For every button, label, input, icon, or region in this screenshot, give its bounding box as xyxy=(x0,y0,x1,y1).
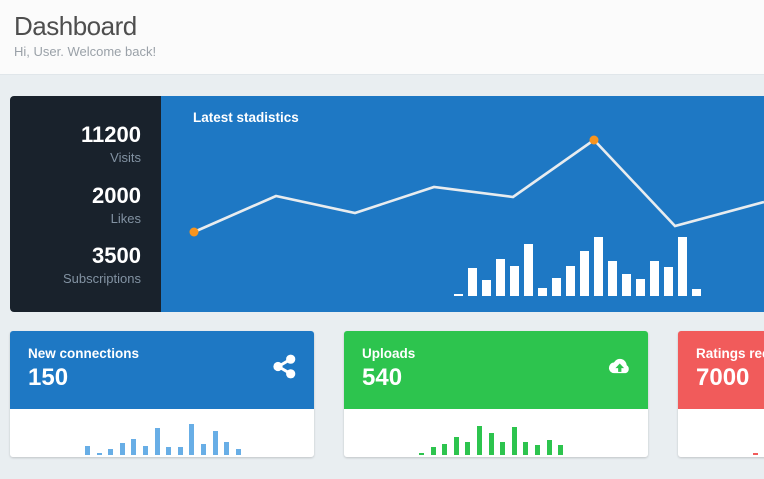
panel-bar xyxy=(678,237,687,296)
sparkline-bar xyxy=(419,453,424,455)
card-uploads: Uploads 540 xyxy=(344,331,648,457)
card-new-connections-header: New connections 150 xyxy=(10,331,314,409)
card-value: 540 xyxy=(362,364,403,391)
panel-bar xyxy=(538,288,547,296)
share-icon xyxy=(273,354,296,379)
sparkline-bar xyxy=(108,449,114,455)
panel-bar xyxy=(650,261,659,296)
sparkline-bar xyxy=(154,428,160,455)
card-ratings-header: Ratings received 7000 xyxy=(678,331,764,409)
panel-bar xyxy=(510,266,519,296)
sparkline-bar xyxy=(523,442,529,455)
panel-bar xyxy=(636,279,645,296)
card-value: 150 xyxy=(28,364,69,391)
panel-bar xyxy=(608,261,617,296)
stat-subscriptions: 3500 Subscriptions xyxy=(10,243,161,286)
sparkline-bar xyxy=(453,437,459,455)
panel-bar xyxy=(524,244,533,296)
panel-bar xyxy=(496,259,505,296)
visits-label: Visits xyxy=(110,149,141,165)
chart-title: Latest stadistics xyxy=(193,110,299,125)
sparkline-bar xyxy=(535,445,540,455)
latest-statistics-chart-panel: Latest stadistics xyxy=(161,96,764,312)
sparkline-bar xyxy=(201,444,206,455)
sparkline-bar xyxy=(488,433,494,455)
likes-value: 2000 xyxy=(92,182,141,208)
page-title: Dashboard xyxy=(14,11,137,41)
sparkline-bar xyxy=(177,447,183,455)
card-label: Uploads xyxy=(362,346,416,361)
sparkline-bar xyxy=(430,447,436,455)
panel-bar xyxy=(552,278,561,296)
card-ratings-received: Ratings received 7000 xyxy=(678,331,764,457)
stats-summary-panel: 11200 Visits 2000 Likes 3500 Subscriptio… xyxy=(10,96,161,312)
sparkline-bar xyxy=(511,427,517,455)
card-label: New connections xyxy=(28,346,140,361)
statistics-panel-row: 11200 Visits 2000 Likes 3500 Subscriptio… xyxy=(10,96,764,312)
line-series xyxy=(193,138,764,234)
likes-label: Likes xyxy=(110,210,141,226)
panel-bar xyxy=(594,237,603,296)
sparkline-bar xyxy=(442,444,448,455)
sparkline-bar xyxy=(558,445,564,455)
sparkline-bar xyxy=(131,439,137,455)
panel-bar xyxy=(468,268,477,296)
sparkline-bar xyxy=(235,449,241,455)
card-value: 7000 xyxy=(696,364,750,391)
card-sparkline-uploads xyxy=(344,409,648,457)
cloud-upload-icon xyxy=(608,358,629,374)
panel-bar xyxy=(622,274,631,296)
page-header: Dashboard Hi, User. Welcome back! xyxy=(0,0,764,75)
line-marker-dot xyxy=(589,135,599,145)
panel-bar xyxy=(566,266,575,296)
mini-bar-chart xyxy=(161,96,764,312)
line-chart xyxy=(189,135,764,237)
page-subtitle: Hi, User. Welcome back! xyxy=(14,44,157,59)
line-marker-dot xyxy=(189,227,199,237)
stat-cards-row: New connections 150 Uploads 540 xyxy=(10,331,764,457)
sparkline-bar xyxy=(189,424,195,455)
stat-likes: 2000 Likes xyxy=(10,183,161,226)
sparkline-bar xyxy=(546,440,552,455)
card-label: Ratings received xyxy=(696,346,764,361)
card-new-connections: New connections 150 xyxy=(10,331,314,457)
sparkline-bar xyxy=(477,426,482,455)
sparkline-bar xyxy=(96,453,102,455)
panel-bar xyxy=(692,289,701,296)
panel-bar xyxy=(580,251,589,296)
panel-bar xyxy=(482,280,491,296)
sparkline-bar xyxy=(753,453,758,455)
card-uploads-header: Uploads 540 xyxy=(344,331,648,409)
sparkline-bar xyxy=(224,442,230,455)
subscriptions-value: 3500 xyxy=(92,243,141,269)
panel-bar xyxy=(454,294,463,296)
sparkline-bar xyxy=(119,443,125,455)
sparkline-bar xyxy=(212,431,218,455)
sparkline-bar xyxy=(143,446,148,455)
sparkline-bar xyxy=(85,446,90,455)
sparkline-bar xyxy=(500,442,506,455)
card-sparkline-ratings xyxy=(678,409,764,457)
stat-visits: 11200 Visits xyxy=(10,122,161,165)
sparkline-bar xyxy=(465,442,471,455)
subscriptions-label: Subscriptions xyxy=(62,271,141,287)
card-sparkline-new-connections xyxy=(10,409,314,457)
panel-bar xyxy=(664,267,673,296)
sparkline-bar xyxy=(166,447,172,455)
visits-value: 11200 xyxy=(81,121,141,147)
